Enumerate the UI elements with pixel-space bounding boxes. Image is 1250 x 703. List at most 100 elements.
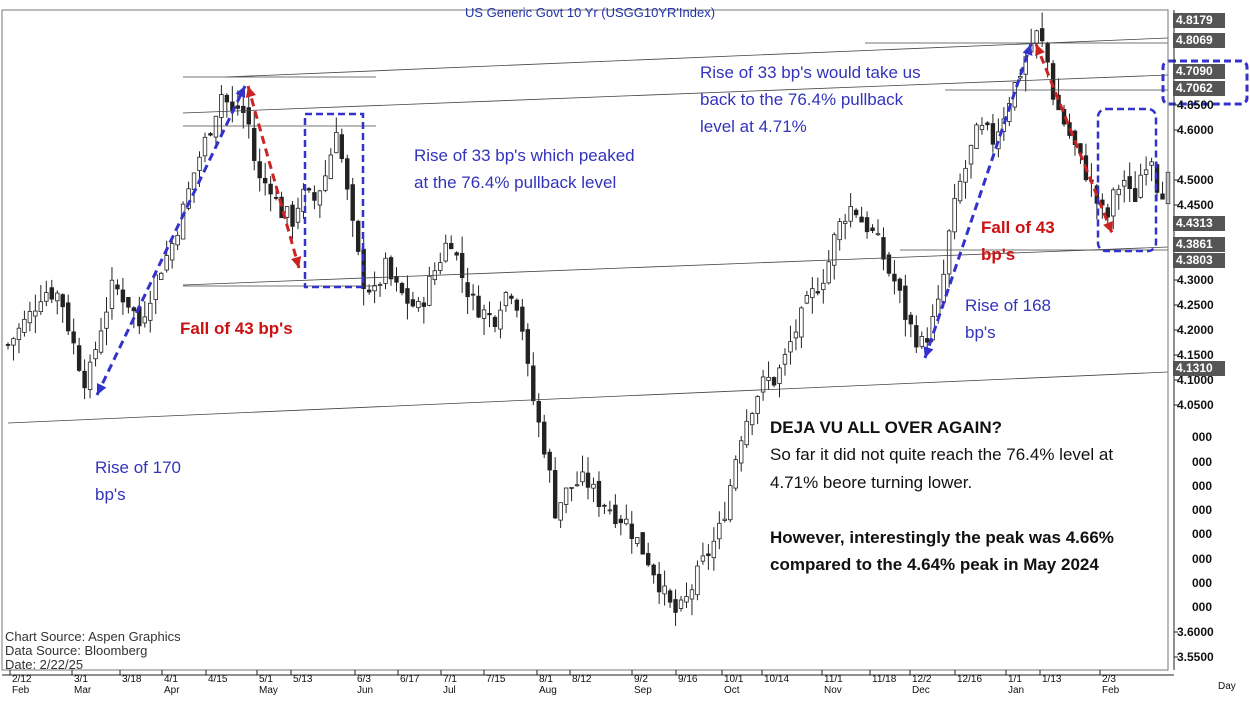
candle-body-74 — [410, 299, 416, 307]
candle-body-114 — [629, 523, 634, 539]
x-month-8: Oct — [724, 685, 740, 696]
candle-body-137 — [755, 396, 760, 414]
x-unit-label: Day — [1218, 681, 1236, 692]
candle-body-100 — [552, 470, 558, 519]
candle-body-79 — [438, 262, 443, 271]
candle-body-150 — [826, 261, 831, 284]
plot-frame — [1, 9, 1169, 671]
level-label-bg-0 — [1173, 13, 1225, 28]
arrow-fall-43-b — [1034, 43, 1114, 234]
x-tick-11: 8/1 — [539, 674, 553, 685]
x-tick-21: 1/1 — [1008, 674, 1022, 685]
candle-body-192 — [1056, 94, 1061, 111]
candle-body-166 — [914, 325, 919, 348]
annotation-1-line-0: Fall of 43 bp's — [180, 319, 293, 338]
candle-body-86 — [476, 295, 481, 318]
candle-body-60 — [334, 132, 339, 154]
candle-body-163 — [897, 278, 903, 291]
candle-body-190 — [1045, 43, 1050, 63]
candle-body-9 — [55, 292, 60, 302]
annotation-0-line-0: Rise of 170 — [95, 458, 181, 477]
arrow-fall-43-a — [246, 85, 301, 269]
candle-body-133 — [733, 459, 738, 489]
candle-body-129 — [711, 540, 717, 559]
y-partial-tick-3: 000 — [1192, 503, 1212, 517]
annotation-3-line-1: back to the 76.4% pullback — [700, 90, 904, 109]
candle-body-116 — [640, 532, 645, 555]
y-tick-9: 4.0500 — [1177, 398, 1214, 412]
candle-body-144 — [793, 331, 799, 339]
candle-body-87 — [481, 309, 487, 319]
candle-body-125 — [689, 589, 695, 600]
candle-body-127 — [700, 555, 706, 562]
candle-body-104 — [574, 484, 580, 487]
y-tick-2: 4.5000 — [1177, 173, 1214, 187]
level-label-7: 4.1310 — [1176, 361, 1213, 375]
candle-body-70 — [388, 257, 394, 280]
candle-body-156 — [859, 216, 864, 223]
candle-body-149 — [821, 282, 826, 291]
candle-body-95 — [525, 329, 531, 364]
candle-body-38 — [213, 115, 219, 138]
arrow-rise-170-tail — [96, 383, 107, 395]
candle-body-94 — [520, 306, 525, 332]
candle-body-25 — [142, 316, 147, 324]
source-line-2: Date: 2/22/25 — [5, 657, 83, 672]
candle-body-146 — [804, 295, 810, 304]
candle-body-135 — [744, 420, 749, 446]
candle-body-120 — [662, 585, 667, 595]
x-month-7: Sep — [634, 685, 652, 696]
y-tick-5: 4.2500 — [1177, 298, 1214, 312]
candle-body-77 — [427, 275, 432, 306]
candle-body-143 — [788, 341, 793, 353]
candle-body-111 — [613, 504, 618, 525]
candle-body-56 — [312, 192, 317, 201]
candle-body-18 — [104, 311, 109, 329]
candle-body-148 — [815, 291, 821, 294]
candle-body-39 — [219, 94, 224, 118]
x-month-3: May — [259, 685, 278, 696]
candle-body-72 — [399, 282, 405, 294]
y-partial-tick-4: 000 — [1192, 527, 1212, 541]
candle-body-134 — [739, 440, 744, 464]
annotation-2-line-1: at the 76.4% pullback level — [414, 173, 616, 192]
candle-body-90 — [498, 309, 503, 330]
candle-body-132 — [728, 485, 733, 521]
candle-body-16 — [93, 349, 98, 360]
candle-body-28 — [159, 272, 164, 280]
level-label-0: 4.8179 — [1176, 13, 1213, 27]
x-tick-9: 7/1 — [443, 674, 457, 685]
candle-body-180 — [990, 123, 996, 145]
candle-body-101 — [558, 502, 563, 521]
annotation-5-line-0: Rise of 168 — [965, 296, 1051, 315]
candle-body-176 — [968, 144, 974, 165]
candle-body-142 — [782, 354, 788, 365]
x-tick-22: 1/13 — [1042, 674, 1062, 685]
candle-body-157 — [864, 217, 870, 233]
x-tick-20: 12/16 — [957, 674, 982, 685]
candle-body-49 — [273, 197, 279, 199]
candle-body-21 — [120, 289, 126, 303]
candle-body-63 — [350, 184, 355, 221]
x-tick-2: 3/18 — [122, 674, 142, 685]
y-partial-tick-6: 000 — [1192, 576, 1212, 590]
level-label-bg-3 — [1173, 81, 1225, 96]
x-month-4: Jun — [357, 685, 373, 696]
candle-body-207 — [1138, 174, 1143, 198]
candle-body-31 — [175, 234, 180, 246]
candle-body-151 — [832, 234, 837, 266]
trend-line-6 — [225, 37, 1169, 78]
candle-body-168 — [925, 338, 930, 343]
y-partial-tick-2: 000 — [1192, 479, 1212, 493]
candle-body-188 — [1034, 30, 1039, 44]
candle-body-124 — [684, 596, 689, 603]
candle-body-80 — [443, 242, 448, 262]
candle-body-123 — [678, 599, 684, 609]
source-line-0: Chart Source: Aspen Graphics — [5, 629, 181, 644]
y-tick-4: 4.3000 — [1177, 273, 1214, 287]
candle-body-160 — [881, 237, 886, 260]
x-tick-10: 7/15 — [486, 674, 506, 685]
candle-body-62 — [345, 158, 350, 190]
candle-body-174 — [957, 180, 963, 202]
